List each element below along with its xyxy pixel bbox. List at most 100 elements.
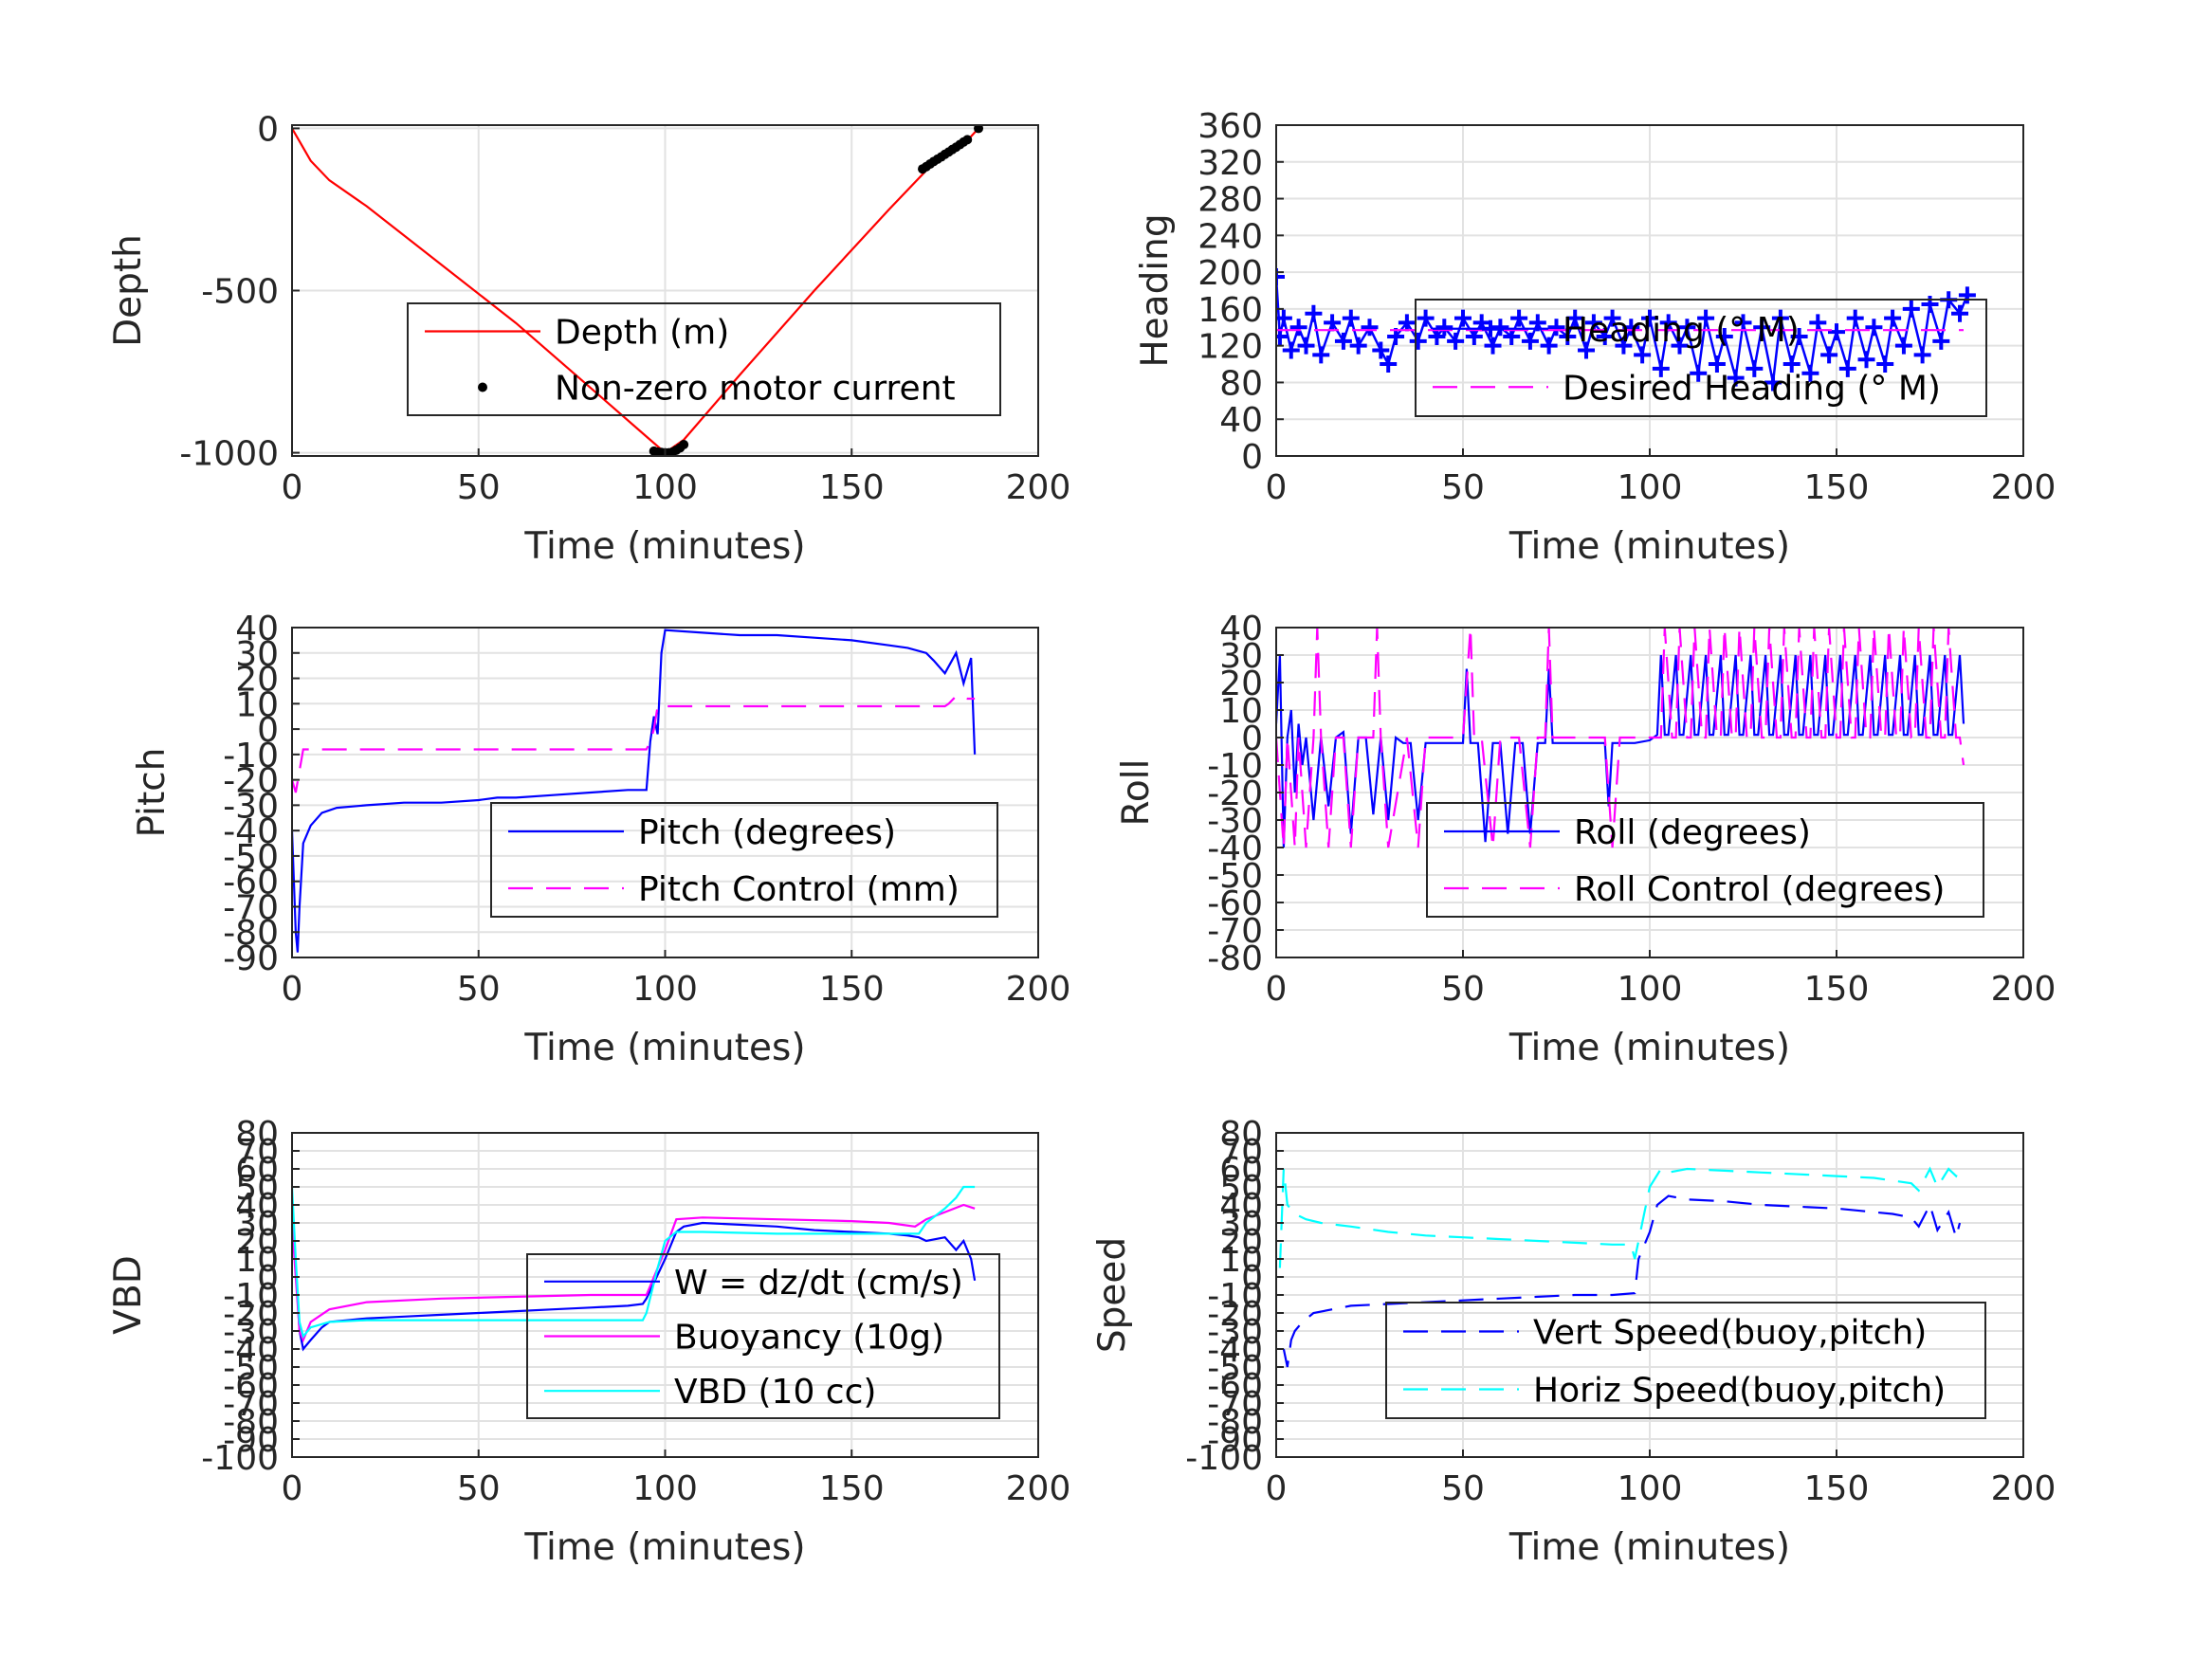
y-tick-label: -60: [223, 1367, 279, 1406]
series-0-point: [1566, 309, 1584, 327]
legend-box: [1426, 802, 1984, 918]
legend-label: Heading (° M): [1563, 311, 1800, 350]
y-tick-label: 30: [1219, 637, 1263, 676]
series-0-point: [1932, 332, 1950, 350]
y-tick-label: 120: [1197, 328, 1263, 367]
legend: W = dz/dt (cm/s) Buoyancy (10g) VBD (10 cc…: [526, 1253, 1000, 1419]
series-0-point: [1349, 337, 1367, 355]
legend-box: [490, 802, 998, 918]
legend-label: Horiz Speed(buoy,pitch): [1533, 1372, 1946, 1411]
x-tick-label: 100: [1618, 468, 1683, 507]
y-tick-label: 20: [1219, 665, 1263, 703]
y-tick-label: 40: [1219, 1187, 1263, 1226]
x-tick-label: 150: [1804, 1469, 1870, 1508]
series-0-point: [1715, 327, 1733, 345]
series-0-point: [1615, 337, 1633, 355]
y-tick-label: -10: [223, 737, 279, 775]
x-tick-label: 50: [1441, 970, 1485, 1009]
x-axis-label: Time (minutes): [523, 1027, 805, 1069]
x-tick-label: 50: [457, 970, 501, 1009]
y-tick-label: 0: [1241, 1259, 1263, 1298]
series-group: [292, 125, 984, 456]
x-tick-label: 200: [1991, 970, 2057, 1009]
legend: Roll (degrees) Roll Control (degrees): [1426, 802, 1984, 918]
series-0-point: [1334, 332, 1352, 350]
series-0-point: [1913, 346, 1931, 364]
x-tick-label: 150: [819, 468, 885, 507]
y-tick-label: -70: [223, 888, 279, 927]
series-0-point: [1603, 309, 1621, 327]
series-1-line: [292, 1203, 976, 1343]
series-0-line: [292, 629, 977, 953]
panel-vbd: 0 50 100 150 200-100-90-80-70-60-50-40-30-20…: [107, 1115, 1070, 1569]
x-tick-label: 200: [1006, 970, 1071, 1009]
series-0-point: [1876, 356, 1894, 374]
y-tick-label: -80: [223, 914, 279, 953]
y-tick-label: 0: [1241, 438, 1263, 477]
panel-roll: 0 50 100 150 200-80-70-60-50-40-30-20-100102…: [1115, 610, 2056, 1069]
y-tick-label: -40: [223, 812, 279, 851]
series-0-point: [1372, 341, 1390, 359]
x-tick-label: 100: [632, 970, 698, 1009]
legend-label: Buoyancy (10g): [674, 1319, 944, 1358]
y-tick-label: 320: [1197, 144, 1263, 183]
y-tick-label: -100: [201, 1439, 279, 1478]
series-0-point: [1596, 327, 1614, 345]
y-tick-label: 50: [235, 1169, 279, 1208]
series-0-point: [1838, 359, 1856, 377]
series-0-point: [1398, 314, 1416, 332]
series-0-point: [1510, 309, 1528, 327]
x-tick-label: 200: [1991, 1469, 2057, 1508]
x-tick-label: 150: [819, 1469, 885, 1508]
y-tick-label: 10: [1219, 692, 1263, 731]
series-group: [292, 629, 977, 953]
legend-label: Pitch (degrees): [638, 813, 896, 852]
y-tick-label: 240: [1197, 217, 1263, 256]
legend-label: Desired Heading (° M): [1563, 369, 1941, 408]
y-tick-label: -90: [223, 1421, 279, 1460]
y-tick-label: -1000: [179, 435, 279, 474]
series-0-point: [1276, 267, 1285, 285]
x-tick-label: 100: [632, 468, 698, 507]
y-tick-label: 40: [235, 1187, 279, 1226]
y-tick-label: 40: [1219, 610, 1263, 648]
series-0-point: [1584, 314, 1602, 332]
series-0-point: [1312, 346, 1330, 364]
y-axis-label: Heading: [1134, 213, 1177, 367]
y-tick-label: -50: [223, 838, 279, 877]
y-axis-label: Speed: [1091, 1237, 1134, 1353]
series-0-point: [1342, 309, 1360, 327]
series-1-point: [679, 440, 689, 450]
series-0-point: [1902, 300, 1920, 318]
y-tick-label: 60: [235, 1151, 279, 1190]
series-1-line: [292, 695, 976, 793]
panel-pitch: 0 50 100 150 200-90-80-70-60-50-40-30-20-100…: [131, 610, 1070, 1069]
y-tick-label: 0: [1241, 720, 1263, 758]
y-tick-label: 80: [235, 1115, 279, 1154]
legend-box: [1385, 1302, 1986, 1419]
series-0-point: [1801, 364, 1819, 382]
legend-marker: [1482, 319, 1499, 337]
series-0-point: [1652, 359, 1670, 377]
x-tick-label: 0: [282, 970, 303, 1009]
panel-heading: 0 50 100 150 20004080120160200240280320360Ti…: [1134, 107, 2056, 568]
series-0-point: [1958, 286, 1976, 304]
y-tick-label: 60: [1219, 1151, 1263, 1190]
series-0-point: [1559, 327, 1577, 345]
legend-label: Depth (m): [555, 314, 729, 353]
series-0-point: [1820, 346, 1838, 364]
y-tick-label: -70: [1207, 912, 1263, 951]
y-tick-label: -40: [1207, 1331, 1263, 1370]
y-tick-label: -500: [201, 273, 279, 312]
y-tick-label: 0: [257, 110, 279, 149]
series-group: [292, 1185, 977, 1352]
y-tick-label: 160: [1197, 291, 1263, 330]
x-axis-label: Time (minutes): [523, 1526, 805, 1569]
y-tick-label: 40: [1219, 401, 1263, 440]
y-tick-label: -90: [223, 939, 279, 978]
y-tick-label: 80: [1219, 1115, 1263, 1154]
y-axis-label: VBD: [107, 1255, 150, 1334]
series-1-point: [974, 125, 984, 134]
x-tick-label: 150: [819, 970, 885, 1009]
x-tick-label: 100: [1618, 1469, 1683, 1508]
